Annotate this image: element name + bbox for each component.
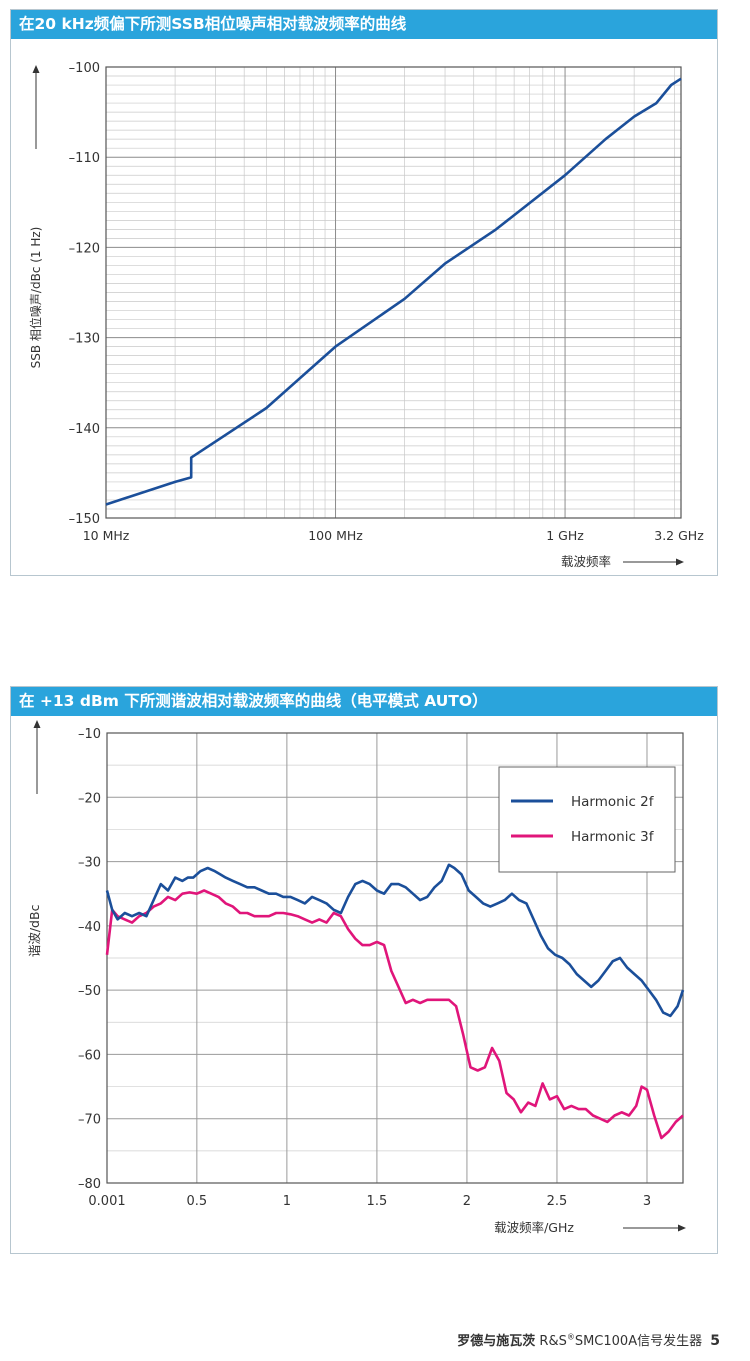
footer-product-prefix: R&S (539, 1334, 567, 1349)
phase-noise-panel: 在20 kHz频偏下所测SSB相位噪声相对载波频率的曲线 –100 –110 –12… (10, 9, 718, 576)
y-tick-label: –130 (69, 332, 100, 347)
harmonics-chart: –10 –20 –30 –40 –50 –60 –70 –80 0.001 0.5 1 1.5 2 2.5… (27, 720, 686, 1235)
y-tick-label: –80 (78, 1177, 101, 1192)
phase-noise-line (105, 77, 682, 506)
footer-registered: ® (566, 1332, 575, 1342)
footer-product: SMC100A信号发生器 (574, 1334, 703, 1349)
x-tick-label: 100 MHz (308, 528, 363, 543)
legend-label: Harmonic 3f (571, 829, 655, 845)
y-tick-label: –30 (78, 856, 101, 871)
x-tick-label: 1.5 (367, 1194, 388, 1209)
y-axis-label: SSB 相位噪声/dBc (1 Hz) (28, 227, 43, 369)
chart1-title: 在20 kHz频偏下所测SSB相位噪声相对载波频率的曲线 (11, 10, 717, 39)
y-axis-arrowhead (33, 720, 41, 728)
plot-frame (106, 732, 684, 1184)
plot-frame (105, 66, 682, 519)
x-tick-label: 1 (283, 1194, 291, 1209)
x-tick-label: 0.001 (88, 1194, 125, 1209)
y-tick-label: –150 (69, 512, 100, 527)
page-footer: 罗德与施瓦茨 R&S®SMC100A信号发生器 5 (457, 1330, 720, 1349)
chart2-title: 在 +13 dBm 下所测谐波相对载波频率的曲线（电平模式 AUTO） (11, 687, 717, 716)
x-axis-arrowhead (676, 558, 684, 566)
y-tick-label: –50 (78, 984, 101, 999)
y-tick-label: –10 (78, 727, 101, 742)
harmonic-3f-line (105, 889, 684, 1140)
y-axis-arrowhead (32, 65, 40, 73)
harmonics-panel: 在 +13 dBm 下所测谐波相对载波频率的曲线（电平模式 AUTO） –10–… (10, 686, 718, 1254)
y-tick-label: –60 (78, 1048, 101, 1063)
x-tick-label: 10 MHz (83, 528, 130, 543)
x-tick-label: 2.5 (547, 1194, 568, 1209)
x-axis-arrowhead (678, 1224, 686, 1232)
x-tick-label: 3 (643, 1194, 651, 1209)
x-tick-label: 1 GHz (546, 528, 584, 543)
page-number: 5 (710, 1333, 720, 1349)
y-tick-label: –40 (78, 920, 101, 935)
x-tick-label: 3.2 GHz (654, 528, 704, 543)
y-axis-label: 谐波/dBc (27, 904, 42, 957)
y-tick-label: –120 (69, 241, 100, 256)
footer-brand: 罗德与施瓦茨 (457, 1334, 536, 1349)
y-tick-label: –140 (69, 422, 100, 437)
y-tick-label: –20 (78, 791, 101, 806)
x-axis-label: 载波频率 (561, 554, 611, 569)
x-tick-label: 0.5 (187, 1194, 208, 1209)
x-axis-label: 载波频率/GHz (494, 1220, 574, 1235)
y-tick-label: –110 (69, 151, 100, 166)
legend-label: Harmonic 2f (571, 794, 655, 810)
y-tick-label: –70 (78, 1113, 101, 1128)
harmonic-2f-line (105, 863, 685, 1018)
legend-box (498, 766, 676, 873)
x-tick-label: 2 (463, 1194, 471, 1209)
y-tick-label: –100 (69, 61, 100, 76)
